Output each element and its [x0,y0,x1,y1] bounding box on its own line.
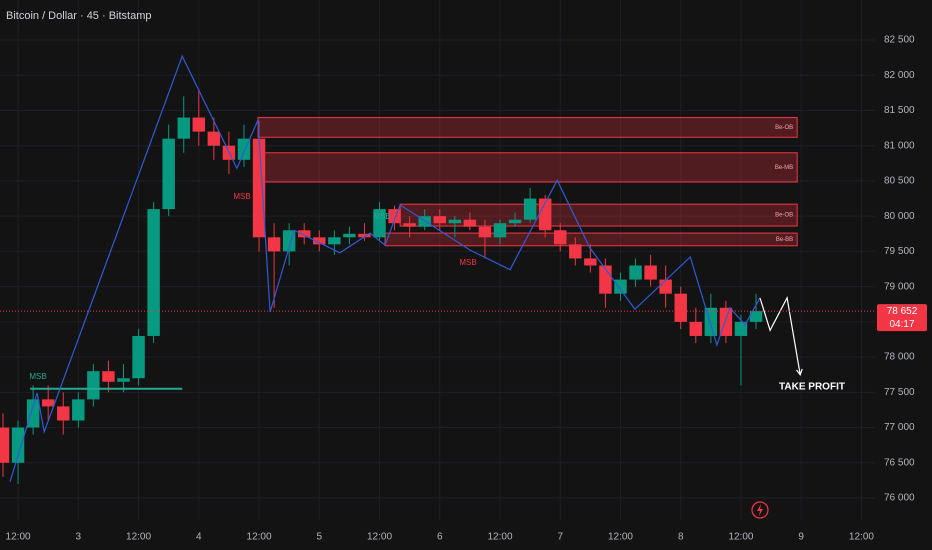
y-tick-label: 79 000 [884,281,915,292]
x-tick-label: 12:00 [608,532,633,543]
x-tick-label: 7 [557,532,563,543]
candle-body [554,230,567,245]
grid [0,0,875,520]
candle-body [297,230,311,238]
y-tick-label: 80 500 [884,176,915,187]
candle-body [734,321,748,336]
overlay [0,54,875,482]
y-tick-label: 76 000 [884,493,915,504]
zone [257,152,798,183]
x-tick-label: 3 [76,532,82,543]
x-tick-label: 4 [196,532,202,543]
candle-body [463,219,477,227]
x-tick-label: 8 [678,532,684,543]
candle-body [674,293,687,322]
candle-body [629,265,642,280]
candle-body [433,216,446,224]
zone-label: Be-BB [776,237,793,243]
candle-body [749,311,763,322]
candle-body [614,279,627,294]
zigzag-line [9,54,761,482]
candle-body [252,138,266,238]
candle-body [0,427,10,463]
candles [0,89,763,484]
candle-body [57,406,70,421]
zone-label: Be-OB [775,213,793,219]
candle-body [26,399,40,428]
x-tick-label: 9 [798,532,804,543]
candle-body [267,237,281,252]
x-tick-label: 12:00 [6,532,31,543]
candle-body [493,223,507,238]
candle-body [373,209,386,238]
x-tick-label: 5 [316,532,322,543]
candle-body [584,258,597,266]
candle-body [508,219,522,224]
zone [257,117,798,138]
candle-body [403,223,416,227]
y-tick-label: 82 500 [884,35,915,46]
candle-body [132,335,145,379]
zone-label: Be-OB [775,125,793,131]
x-tick-label: 12:00 [247,532,272,543]
projection-line [759,296,801,375]
y-tick-label: 81 000 [884,140,915,151]
alert-icon[interactable] [751,501,769,519]
x-tick-label: 12:00 [849,532,874,543]
candle-body [659,279,672,294]
y-tick-label: 80 000 [884,211,915,222]
candle-body [343,233,356,238]
candle-body [192,117,206,132]
last-price-label: 78 652 [887,306,918,317]
candle-body [523,198,537,220]
take-profit-label: TAKE PROFIT [779,382,845,393]
candle-body [41,399,55,407]
zone-label: Be-MB [775,165,793,171]
y-tick-label: 77 500 [884,387,915,398]
candle-body [313,237,326,245]
msb-label: MSB [29,372,46,381]
msb-label: MSB [233,192,250,201]
x-tick-label: 12:00 [126,532,151,543]
candle-body [102,371,115,382]
candle-body [478,226,492,238]
candle-body [644,265,657,280]
chart-title: Bitcoin / Dollar · 45 · Bitstamp [6,10,152,22]
msb-label: MSB [459,258,476,267]
projection-arrowhead [796,368,803,376]
candle-body [569,244,582,259]
y-tick-label: 82 000 [884,70,915,81]
candle-body [87,371,100,400]
y-tick-label: 76 500 [884,457,915,468]
candle-body [147,209,160,336]
candle-body [162,138,175,210]
candle-body [358,233,371,238]
candle-body [448,219,462,224]
x-tick-label: 12:00 [487,532,512,543]
candle-body [689,321,703,336]
x-tick-label: 12:00 [728,532,753,543]
y-tick-label: 78 000 [884,352,915,363]
candle-body [207,131,221,146]
candle-body [72,399,85,421]
candle-body [11,427,25,463]
x-tick-label: 12:00 [367,532,392,543]
candle-body [328,237,341,245]
candle-body [538,198,552,231]
y-tick-label: 77 000 [884,422,915,433]
countdown-label: 04:17 [889,319,914,330]
y-tick-label: 81 500 [884,105,915,116]
y-tick-label: 79 500 [884,246,915,257]
x-tick-label: 6 [437,532,443,543]
candle-body [117,378,130,382]
msb-label: MSB [373,212,390,221]
last-price-box [877,304,927,332]
candle-body [177,117,190,139]
